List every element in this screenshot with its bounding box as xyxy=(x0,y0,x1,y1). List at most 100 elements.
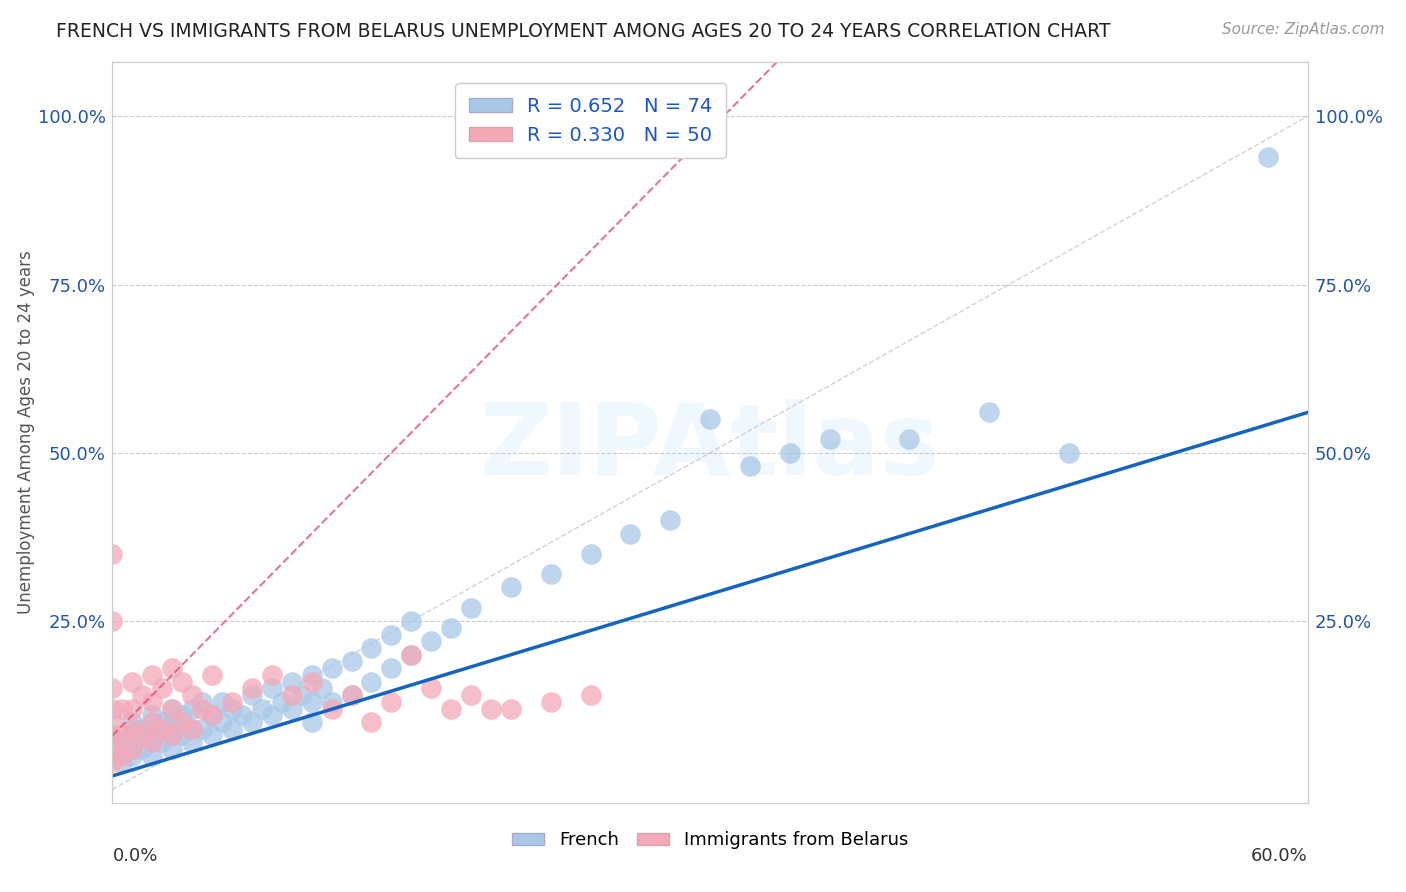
Point xyxy=(162,742,183,756)
Point xyxy=(440,701,463,715)
Point xyxy=(121,742,143,756)
Point xyxy=(201,708,224,723)
Point xyxy=(779,446,801,460)
Point xyxy=(181,701,204,715)
Point xyxy=(141,668,163,682)
Point xyxy=(360,640,382,655)
Point xyxy=(211,695,233,709)
Point xyxy=(738,459,761,474)
Point xyxy=(401,648,423,662)
Point xyxy=(699,412,721,426)
Point xyxy=(101,701,124,715)
Point xyxy=(191,722,214,736)
Point xyxy=(301,714,323,729)
Point xyxy=(311,681,333,696)
Point xyxy=(260,668,283,682)
Point xyxy=(579,547,602,561)
Point xyxy=(141,729,163,743)
Point xyxy=(360,714,382,729)
Point xyxy=(301,674,323,689)
Point xyxy=(201,668,224,682)
Point xyxy=(111,735,134,749)
Point xyxy=(150,714,173,729)
Point xyxy=(240,688,263,702)
Legend: French, Immigrants from Belarus: French, Immigrants from Belarus xyxy=(505,824,915,856)
Point xyxy=(101,614,124,628)
Point xyxy=(380,661,402,675)
Point xyxy=(131,742,153,756)
Point xyxy=(201,729,224,743)
Point xyxy=(401,614,423,628)
Point xyxy=(977,405,1000,419)
Point xyxy=(579,688,602,702)
Point xyxy=(150,681,173,696)
Point xyxy=(201,708,224,723)
Point xyxy=(270,695,292,709)
Point xyxy=(499,581,522,595)
Point xyxy=(162,714,183,729)
Point xyxy=(191,701,214,715)
Point xyxy=(281,688,304,702)
Point xyxy=(131,688,153,702)
Point xyxy=(340,688,363,702)
Point xyxy=(141,722,163,736)
Point xyxy=(540,695,562,709)
Point xyxy=(121,722,143,736)
Point xyxy=(181,722,204,736)
Point xyxy=(111,756,134,770)
Point xyxy=(181,688,204,702)
Point xyxy=(101,756,124,770)
Point xyxy=(101,729,124,743)
Point xyxy=(281,701,304,715)
Point xyxy=(162,701,183,715)
Point xyxy=(181,735,204,749)
Point xyxy=(401,648,423,662)
Point xyxy=(121,748,143,763)
Point xyxy=(479,701,502,715)
Point xyxy=(101,742,124,756)
Text: 0.0%: 0.0% xyxy=(112,847,157,865)
Point xyxy=(340,688,363,702)
Point xyxy=(619,526,641,541)
Point xyxy=(240,714,263,729)
Text: 60.0%: 60.0% xyxy=(1251,847,1308,865)
Point xyxy=(221,722,243,736)
Point xyxy=(121,729,143,743)
Point xyxy=(141,695,163,709)
Point xyxy=(281,674,304,689)
Point xyxy=(321,695,343,709)
Point xyxy=(150,735,173,749)
Point xyxy=(101,714,124,729)
Point xyxy=(1257,150,1279,164)
Point xyxy=(162,729,183,743)
Point xyxy=(101,729,124,743)
Point xyxy=(360,674,382,689)
Point xyxy=(321,701,343,715)
Point xyxy=(440,621,463,635)
Point xyxy=(460,600,482,615)
Point xyxy=(380,695,402,709)
Point xyxy=(340,655,363,669)
Point xyxy=(121,742,143,756)
Point xyxy=(121,701,143,715)
Point xyxy=(172,674,194,689)
Point xyxy=(131,729,153,743)
Point xyxy=(1057,446,1080,460)
Point xyxy=(221,695,243,709)
Point xyxy=(420,681,443,696)
Point xyxy=(121,714,143,729)
Text: ZIPAtlas: ZIPAtlas xyxy=(479,399,941,496)
Point xyxy=(659,513,682,527)
Point xyxy=(141,708,163,723)
Point xyxy=(172,714,194,729)
Point xyxy=(172,708,194,723)
Point xyxy=(460,688,482,702)
Point xyxy=(540,566,562,581)
Point xyxy=(260,708,283,723)
Point xyxy=(301,668,323,682)
Point xyxy=(499,701,522,715)
Point xyxy=(162,729,183,743)
Point xyxy=(191,695,214,709)
Point xyxy=(111,729,134,743)
Point xyxy=(380,627,402,641)
